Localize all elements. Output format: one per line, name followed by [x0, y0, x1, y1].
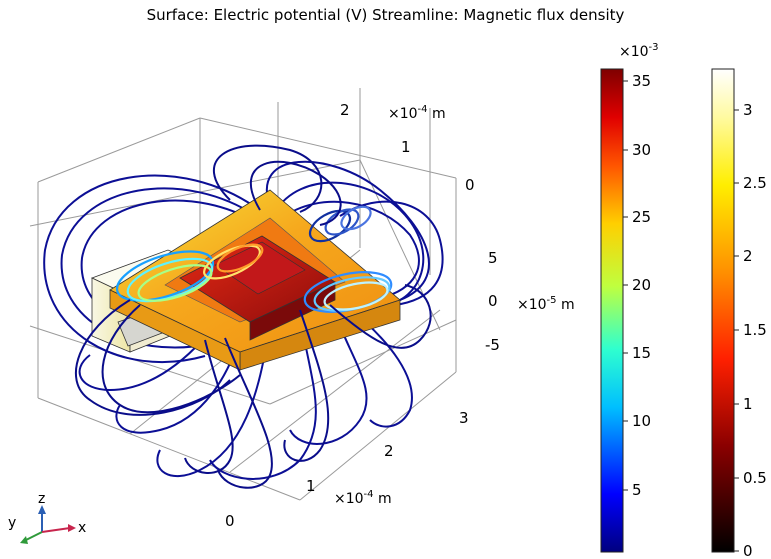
triad-x-label: x [78, 520, 86, 536]
colorbar-surface-tick: 3 [743, 101, 753, 119]
triad-z-label: z [38, 491, 45, 507]
colorbar-surface-tick: 2 [743, 247, 753, 265]
colorbar-surface: 3 2.5 2 1.5 1 0.5 0 [711, 68, 767, 559]
axis-triad: z x y [8, 491, 86, 544]
triad-x-line [41, 527, 71, 533]
y-axis-unit: ×10-5 m [517, 295, 575, 313]
colorbar-surface-tick: 1 [743, 395, 753, 413]
triad-y-label: y [8, 515, 16, 531]
y-tick: -5 [485, 336, 500, 354]
central-core [179, 235, 336, 341]
streamlines-front [74, 144, 432, 489]
colorbar-streamline-tick: 15 [632, 344, 651, 362]
coil-streamlines [115, 205, 393, 313]
x-tick: 1 [306, 477, 316, 495]
y-tick: 5 [488, 249, 498, 267]
colorbar-surface-tick: 1.5 [743, 321, 767, 339]
colorbar-streamline-tick: 25 [632, 208, 651, 226]
colorbar-surface-tick: 0.5 [743, 469, 767, 487]
z-axis-ticks: 2 1 0 [340, 101, 475, 194]
colorbar-streamline-multiplier: ×10-3 [619, 42, 659, 60]
z-tick: 1 [401, 138, 411, 156]
colorbar-streamline-tick: 30 [632, 141, 651, 159]
triad-y-arrow [20, 536, 28, 544]
x-axis-unit: ×10-4 m [334, 489, 392, 507]
colorbar-streamline-tickmarks [623, 80, 628, 491]
colorbar-streamline: ×10-3 35 30 25 20 15 10 5 [600, 42, 659, 553]
colorbar-streamline-tick: 5 [632, 481, 642, 499]
triad-x-arrow [68, 524, 76, 532]
colorbar-streamline-tick: 35 [632, 72, 651, 90]
x-tick: 0 [225, 512, 235, 530]
colorbar-surface-tick: 2.5 [743, 174, 767, 192]
colorbar-streamline-gradient [600, 68, 624, 553]
x-tick: 3 [459, 409, 469, 427]
colorbar-streamline-tick: 20 [632, 276, 651, 294]
colorbar-streamline-tick: 10 [632, 412, 651, 430]
plot-title: Surface: Electric potential (V) Streamli… [146, 6, 625, 24]
y-tick: 0 [488, 292, 498, 310]
y-axis-ticks: 5 0 -5 [485, 249, 500, 354]
z-axis-unit: ×10-4 m [388, 104, 446, 122]
x-axis-ticks: 3 2 1 0 [225, 409, 469, 530]
z-tick: 2 [340, 101, 350, 119]
z-tick: 0 [465, 176, 475, 194]
x-tick: 2 [384, 442, 394, 460]
colorbar-surface-gradient [711, 68, 735, 553]
triad-y-line [25, 531, 43, 541]
colorbar-surface-tickmarks [734, 109, 739, 552]
colorbar-surface-tick: 0 [743, 542, 753, 559]
triad-z-arrow [38, 505, 46, 514]
